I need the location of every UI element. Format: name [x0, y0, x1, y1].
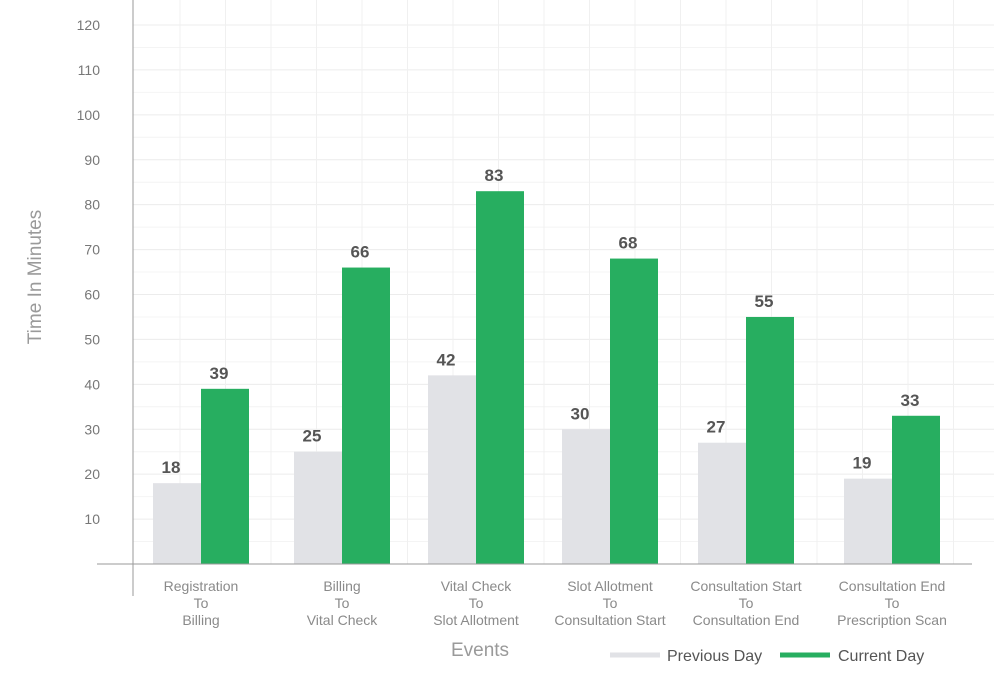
bar-previous-day: [294, 451, 342, 564]
y-tick-label: 50: [84, 331, 100, 347]
category-label-line: Vital Check: [441, 578, 513, 594]
category-label: Consultation Start To Consultation End: [690, 578, 801, 628]
category-label-line: To: [739, 595, 754, 611]
bar-previous-day: [562, 429, 610, 564]
bar-current-day: [476, 191, 524, 565]
bar-current-day: [610, 258, 658, 564]
legend-label-previous-day: Previous Day: [667, 648, 762, 665]
bar-current-day: [201, 388, 249, 564]
bar-previous-day: [698, 442, 746, 564]
value-label: 55: [755, 292, 774, 311]
y-tick-label: 30: [84, 421, 100, 437]
y-tick-label: 20: [84, 466, 100, 482]
value-label: 66: [351, 243, 370, 262]
category-label: Billing To Vital Check: [307, 578, 379, 628]
category-label: Slot Allotment To Consultation Start: [554, 578, 665, 628]
x-axis-title: Events: [451, 640, 509, 661]
category-label-line: To: [335, 595, 350, 611]
category-label-line: Slot Allotment: [433, 612, 519, 628]
bar-previous-day: [428, 375, 476, 564]
category-label-line: Prescription Scan: [837, 612, 947, 628]
legend-label-current-day: Current Day: [838, 648, 924, 665]
y-tick-labels: 10 20 30 40 50 60 70 80 90 100 110 120: [77, 17, 101, 527]
y-tick-label: 60: [84, 287, 100, 303]
y-axis-title: Time In Minutes: [25, 210, 46, 344]
category-label-line: Slot Allotment: [567, 578, 653, 594]
value-label: 19: [853, 454, 872, 473]
category-label-line: Consultation Start: [554, 612, 665, 628]
category-label-line: To: [194, 595, 209, 611]
value-label: 39: [210, 364, 229, 383]
value-label: 83: [485, 166, 504, 185]
bars: [153, 191, 940, 565]
legend: Previous Day Current Day: [610, 648, 924, 665]
y-tick-label: 80: [84, 197, 100, 213]
category-label-line: To: [469, 595, 484, 611]
bar-previous-day: [844, 478, 892, 564]
value-label: 25: [303, 427, 322, 446]
y-tick-label: 110: [78, 62, 101, 78]
y-tick-label: 120: [77, 17, 101, 33]
value-label: 18: [162, 458, 181, 477]
y-tick-label: 70: [84, 242, 100, 258]
y-tick-label: 100: [77, 107, 101, 123]
category-label: Vital Check To Slot Allotment: [433, 578, 519, 628]
category-label: Consultation End To Prescription Scan: [837, 578, 947, 628]
bar-current-day: [746, 316, 794, 564]
y-tick-label: 40: [84, 376, 100, 392]
category-label-line: Billing: [182, 612, 219, 628]
bar-current-day: [342, 267, 390, 564]
value-label: 68: [619, 234, 638, 253]
value-label: 33: [901, 391, 920, 410]
category-label-line: To: [603, 595, 618, 611]
category-label-line: To: [885, 595, 900, 611]
y-tick-label: 10: [84, 511, 100, 527]
axes: [97, 0, 972, 596]
value-label: 27: [707, 418, 726, 437]
value-label: 30: [571, 404, 590, 423]
y-tick-label: 90: [84, 152, 100, 168]
bar-current-day: [892, 415, 940, 564]
category-label: Registration To Billing: [164, 578, 239, 628]
category-label-line: Billing: [323, 578, 360, 594]
value-label: 42: [437, 350, 456, 369]
category-label-line: Registration: [164, 578, 239, 594]
category-label-line: Vital Check: [307, 612, 379, 628]
category-label-line: Consultation Start: [690, 578, 801, 594]
value-labels: 18 39 25 66 42 83 30 68 27 55 19 33: [162, 166, 920, 477]
bar-previous-day: [153, 483, 201, 564]
category-label-line: Consultation End: [693, 612, 800, 628]
category-label-line: Consultation End: [839, 578, 946, 594]
